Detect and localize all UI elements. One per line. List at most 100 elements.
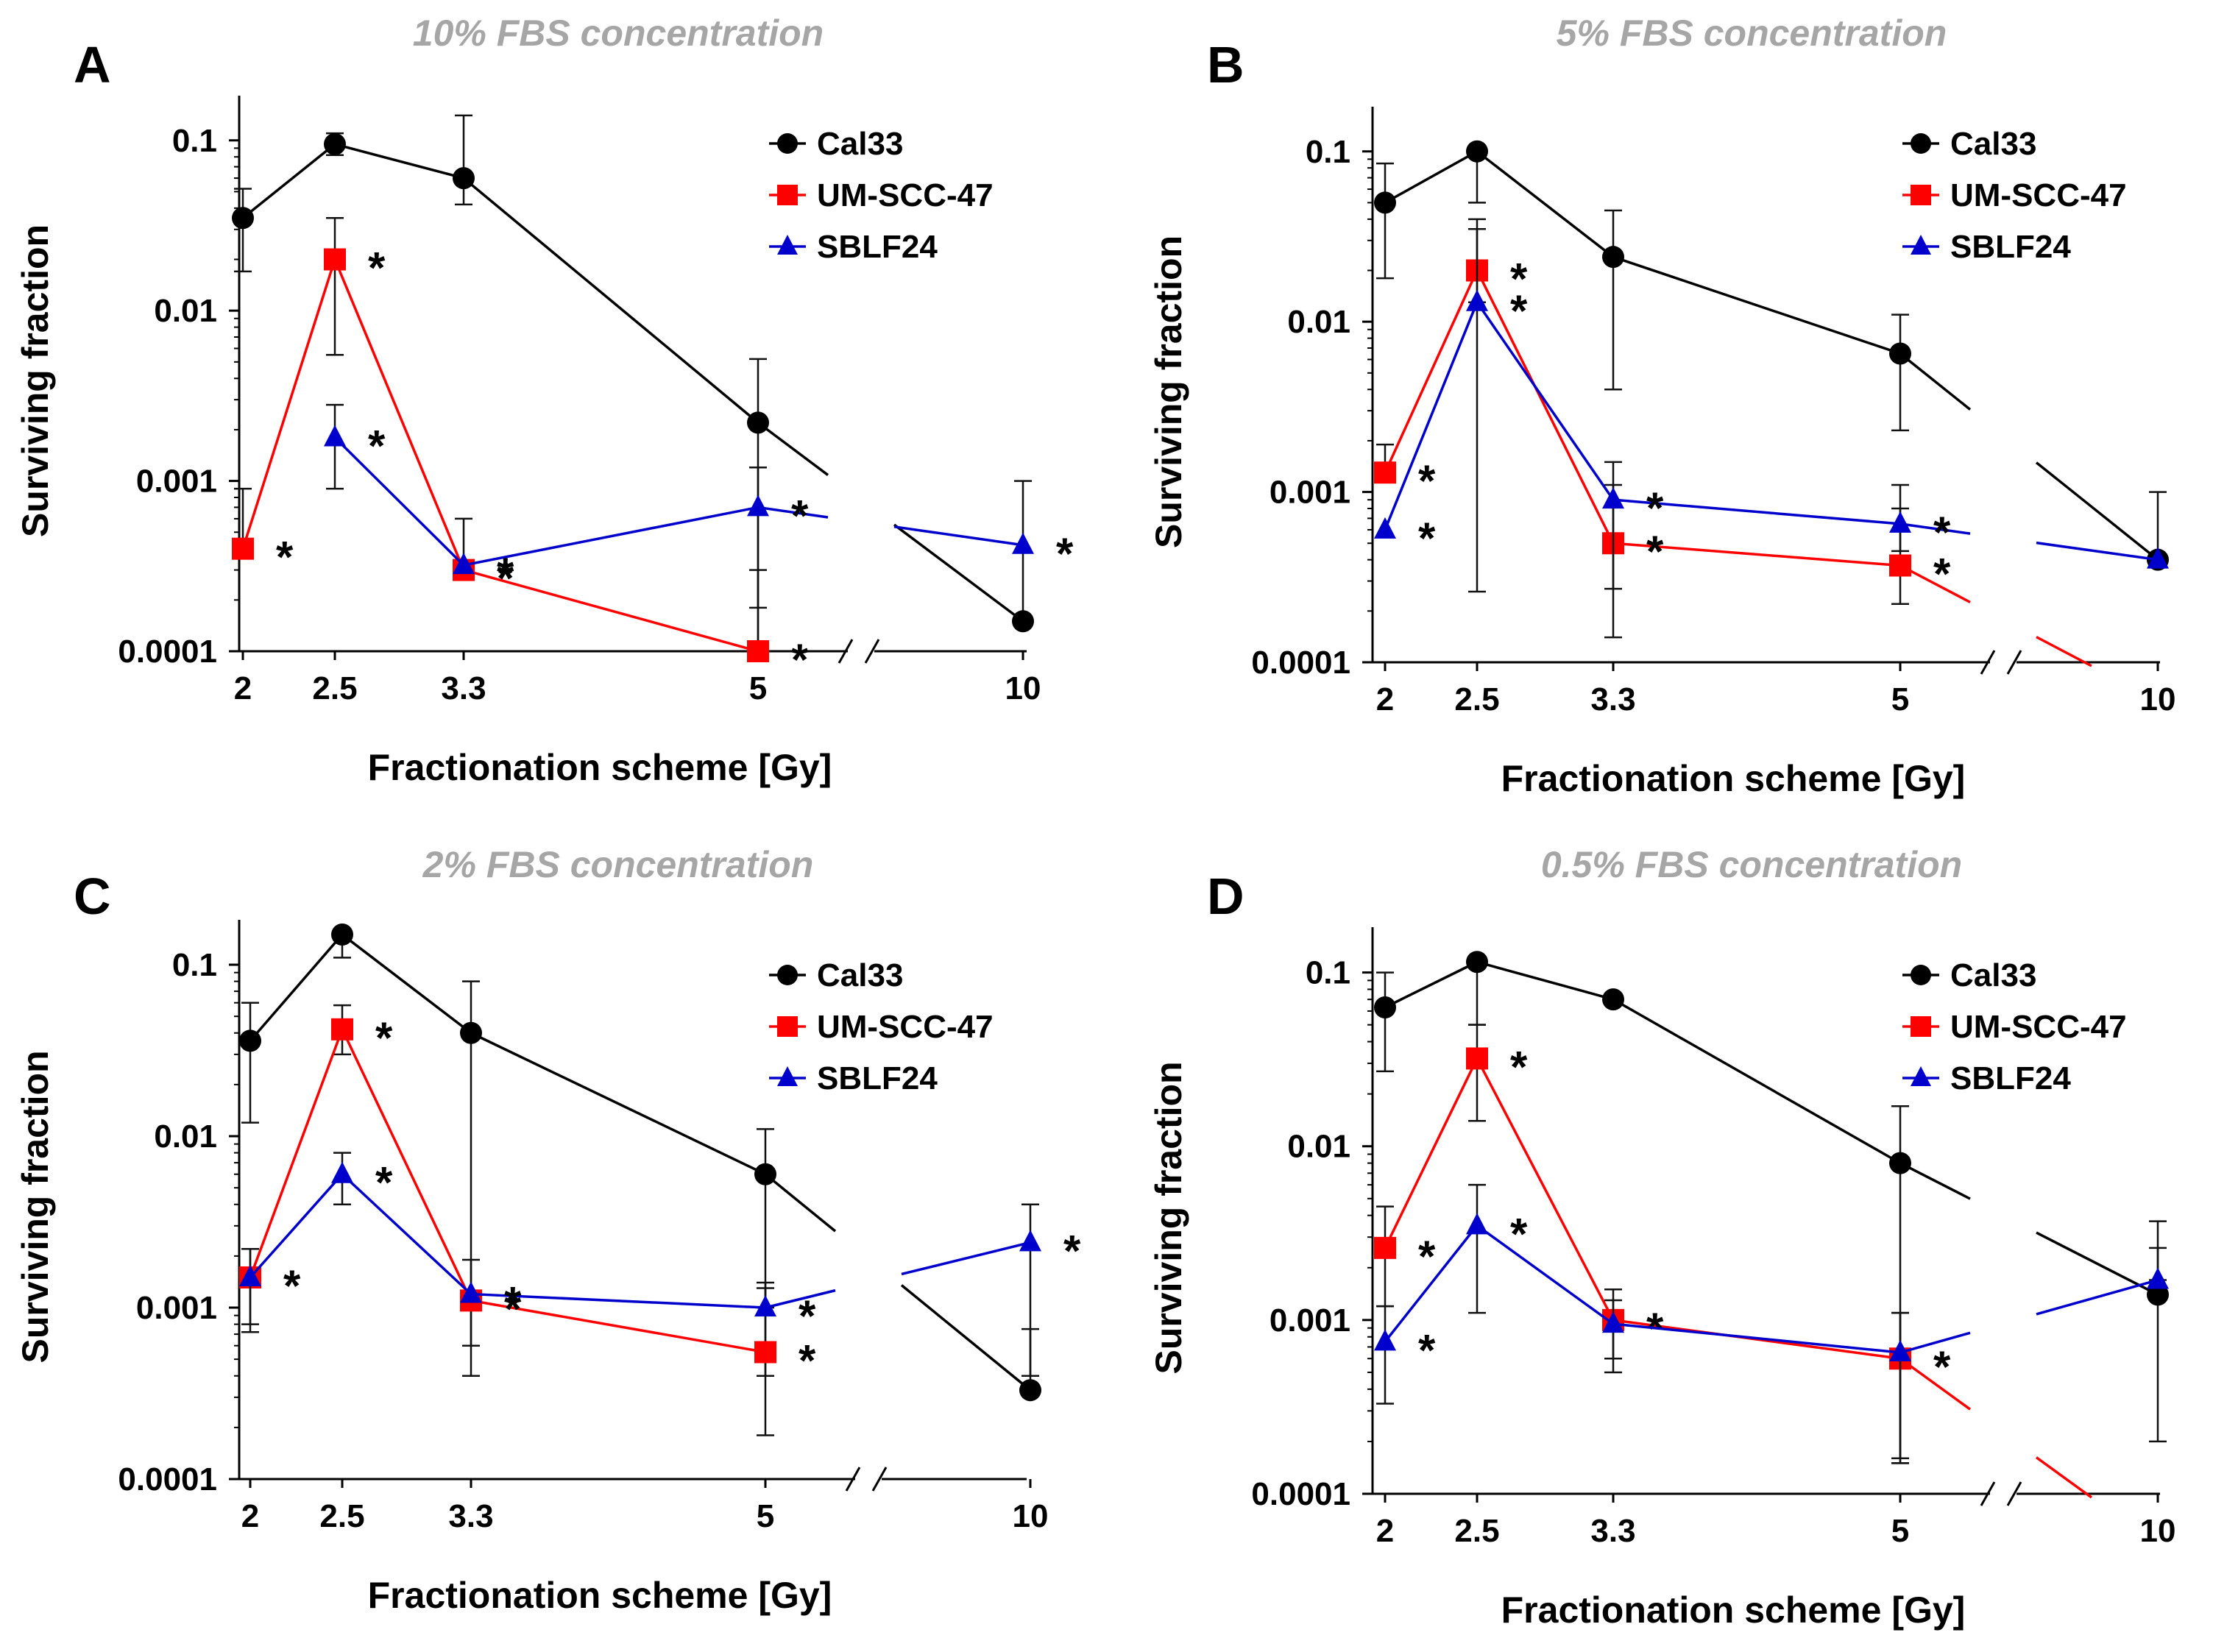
legend-item: Cal33 [1902,126,2036,162]
legend-item: UM-SCC-47 [1902,1009,2127,1045]
data-point-circle [239,1029,261,1052]
y-tick-label: 0.01 [154,293,217,329]
significance-marker: * [1418,1232,1436,1281]
significance-marker: * [497,549,514,598]
series-line-segment [1899,1162,1971,1200]
y-tick-label: 0.1 [1306,955,1350,991]
legend-label: Cal33 [817,126,903,162]
series-line-segment [2036,1231,2159,1296]
series-line-segment [463,506,759,567]
significance-marker: * [1933,1342,1951,1392]
axis-break-mark [1980,650,1996,675]
significance-marker: * [368,244,386,293]
data-point-circle [232,207,254,230]
series-SBLF24: **** [1374,228,2169,590]
y-tick-label: 0.1 [172,123,217,159]
series-line-segment [1899,522,1971,535]
axis-break-mark [838,639,854,664]
y-tick-label: 0.0001 [118,1461,217,1497]
series-line-segment [1612,498,1901,525]
x-tick-label: 5 [1891,681,1909,717]
significance-marker: * [1418,456,1436,506]
data-point-triangle [1374,517,1396,539]
series-line-segment [2036,541,2159,561]
data-point-triangle [2147,547,2169,569]
series-line-segment [2035,1456,2093,1499]
data-point-triangle [1466,289,1488,311]
panel-D: D 0.5% FBS concentration 0.0001 0.001 0.01 0.… [1148,844,2175,1631]
y-axis-label: Surviving fraction [1148,1061,1189,1374]
series-line-segment [1384,960,1478,1009]
data-point-circle [1012,610,1034,633]
x-tick-label: 2.5 [1454,681,1499,717]
series-line-segment [757,506,829,519]
legend-marker-square [1911,185,1931,205]
series-line-segment [1476,1057,1615,1321]
data-point-square [1374,461,1396,484]
series-line-segment [1384,150,1478,204]
x-tick-label: 10 [1013,1498,1049,1534]
series-line-segment [1384,302,1479,531]
legend-item: Cal33 [769,957,903,993]
legend-label: Cal33 [817,957,903,993]
series-line-segment [2035,461,2159,561]
x-tick-label: 5 [749,670,767,706]
panel-C: C 2% FBS concentration 0.0001 0.001 0.01 0.1 2… [15,844,1081,1616]
series-line-segment [1476,150,1615,258]
series-line-segment [249,1173,344,1279]
series-line-segment [1612,998,1901,1165]
x-axis-label: Fractionation scheme [Gy] [368,747,832,788]
legend-label: UM-SCC-47 [817,1009,994,1045]
series-SBLF24: **** [324,403,1074,609]
series-line-segment [470,1292,766,1309]
series-line-segment [893,525,1024,547]
x-tick-label: 2.5 [312,670,357,706]
data-point-triangle [1602,1311,1624,1333]
panel-title: 5% FBS concentration [1557,13,1947,54]
y-tick-label: 0.0001 [1251,645,1350,681]
series-line-segment [2036,1278,2159,1316]
legend-label: Cal33 [1950,957,2036,993]
series-line-segment [1384,1224,1479,1343]
significance-marker: * [1418,1325,1436,1375]
series-line-segment [1899,564,1971,603]
data-point-circle [1602,246,1624,269]
legend-item: SBLF24 [769,229,938,265]
series-line-segment [1476,269,1615,545]
series-line-segment [2036,636,2092,667]
data-point-circle [1466,951,1488,974]
significance-marker: * [799,1336,816,1386]
data-point-triangle [460,1281,482,1303]
legend-item: UM-SCC-47 [769,1009,994,1045]
x-tick-label: 10 [2140,681,2176,717]
data-point-square [331,1018,353,1041]
legend-label: SBLF24 [1950,1060,2071,1096]
panel-title: 10% FBS concentration [413,13,824,54]
series-line-segment [341,933,472,1035]
significance-marker: * [368,422,386,471]
significance-marker: * [1418,514,1436,563]
y-tick-label: 0.001 [1270,475,1350,511]
series-line-segment [249,933,344,1042]
series-line-segment [241,258,336,550]
legend-item: SBLF24 [769,1060,938,1096]
legend-item: UM-SCC-47 [1902,177,2127,213]
data-point-triangle [239,1264,261,1286]
legend-label: Cal33 [1950,126,2036,162]
legend-marker-triangle [777,1066,798,1086]
y-tick-label: 0.001 [1270,1302,1350,1339]
data-point-circle [754,1163,776,1185]
significance-marker: * [1510,286,1528,336]
y-tick-label: 0.01 [154,1119,217,1155]
legend-label: UM-SCC-47 [1950,1009,2127,1045]
significance-marker: * [791,491,809,540]
series-line-segment [341,1173,472,1295]
legend-item: SBLF24 [1902,1060,2071,1096]
data-point-circle [2147,1283,2169,1306]
legend-marker-square [777,1016,798,1037]
legend-label: SBLF24 [817,229,938,265]
data-point-square [754,1341,776,1364]
legend-item: Cal33 [1902,957,2036,993]
series-line-segment [1384,269,1479,473]
data-point-triangle [1466,1213,1488,1235]
